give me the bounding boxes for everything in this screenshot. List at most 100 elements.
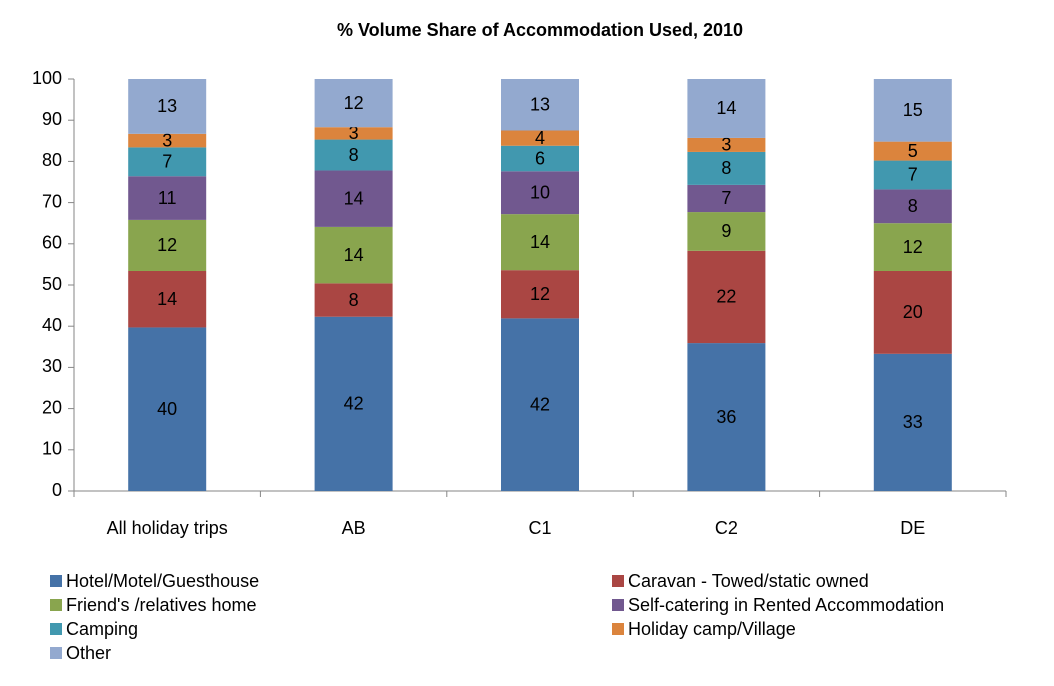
data-label: 12: [903, 237, 923, 257]
legend-label: Camping: [66, 619, 138, 639]
bar-segment: [687, 137, 766, 152]
x-tick-label: C2: [715, 518, 738, 538]
data-label: 36: [716, 407, 736, 427]
y-tick-label: 60: [42, 233, 62, 253]
data-label: 12: [530, 284, 550, 304]
data-label: 8: [908, 196, 918, 216]
bar-segment: [501, 145, 579, 172]
bar-segment: [314, 170, 393, 227]
bar-segment: [314, 139, 393, 171]
x-tick-label: All holiday trips: [107, 518, 228, 538]
data-label: 42: [530, 394, 550, 414]
bar-segment: [873, 270, 952, 354]
data-label: 6: [535, 148, 545, 168]
y-tick-label: 80: [42, 150, 62, 170]
data-label: 14: [716, 98, 736, 118]
chart-title: % Volume Share of Accommodation Used, 20…: [337, 20, 743, 40]
data-label: 13: [530, 95, 550, 115]
y-tick-label: 10: [42, 439, 62, 459]
y-tick-label: 30: [42, 356, 62, 376]
bar-segment: [501, 214, 579, 271]
legend-label: Friend's /relatives home: [66, 595, 257, 615]
x-tick-label: AB: [342, 518, 366, 538]
data-label: 5: [908, 141, 918, 161]
legend-swatch: [50, 575, 62, 587]
data-label: 12: [344, 93, 364, 113]
bar-segment: [314, 127, 393, 140]
data-label: 8: [721, 158, 731, 178]
bar-segment: [687, 79, 766, 138]
bar-segment: [128, 219, 207, 271]
data-label: 7: [908, 165, 918, 185]
legend-label: Holiday camp/Village: [628, 619, 796, 639]
y-tick-label: 100: [32, 68, 62, 88]
bar-segment: [128, 270, 207, 328]
data-label: 3: [721, 135, 731, 155]
data-label: 12: [157, 235, 177, 255]
y-tick-label: 40: [42, 315, 62, 335]
bar-segment: [873, 189, 952, 224]
bar-segment: [687, 343, 766, 491]
y-tick-label: 90: [42, 109, 62, 129]
y-tick-label: 70: [42, 191, 62, 211]
data-label: 8: [349, 145, 359, 165]
data-label: 22: [716, 287, 736, 307]
bar-segment: [873, 160, 952, 190]
data-label: 40: [157, 399, 177, 419]
data-label: 14: [157, 289, 177, 309]
data-label: 14: [530, 232, 550, 252]
data-label: 15: [903, 100, 923, 120]
bar-segment: [873, 223, 952, 271]
legend-label: Other: [66, 643, 111, 663]
bar-segment: [501, 79, 579, 131]
bar-segment: [501, 318, 579, 491]
data-label: 3: [162, 130, 172, 150]
bar-segment: [687, 151, 766, 185]
data-label: 42: [344, 394, 364, 414]
legend-swatch: [612, 575, 624, 587]
data-label: 33: [903, 412, 923, 432]
data-label: 13: [157, 96, 177, 116]
data-label: 9: [721, 221, 731, 241]
bar-segment: [128, 327, 207, 491]
data-label: 20: [903, 302, 923, 322]
data-label: 3: [349, 123, 359, 143]
data-label: 11: [158, 188, 177, 208]
legend-swatch: [612, 599, 624, 611]
bar-segment: [873, 141, 952, 161]
x-tick-label: C1: [528, 518, 551, 538]
y-tick-label: 50: [42, 274, 62, 294]
data-label: 14: [344, 188, 364, 208]
data-label: 14: [344, 245, 364, 265]
y-tick-label: 0: [52, 480, 62, 500]
data-label: 7: [162, 152, 172, 172]
legend-label: Caravan - Towed/static owned: [628, 571, 869, 591]
legend-swatch: [612, 623, 624, 635]
bar-segment: [873, 353, 952, 491]
data-label: 4: [535, 128, 545, 148]
bar-segment: [314, 79, 393, 128]
bar-segment: [314, 226, 393, 284]
bar-segment: [128, 79, 207, 134]
y-tick-label: 20: [42, 397, 62, 417]
bar-segment: [501, 270, 579, 319]
bar-segment: [873, 79, 952, 142]
bar-segment: [687, 250, 766, 344]
bar-segment: [314, 283, 393, 317]
bar-segment: [501, 171, 579, 215]
bar-segment: [501, 130, 579, 146]
legend-swatch: [50, 599, 62, 611]
bar-segment: [128, 147, 207, 177]
legend-swatch: [50, 647, 62, 659]
bar-segment: [687, 184, 766, 213]
data-label: 10: [530, 182, 550, 202]
x-tick-label: DE: [900, 518, 925, 538]
bar-segment: [687, 212, 766, 251]
data-label: 7: [721, 188, 731, 208]
legend-swatch: [50, 623, 62, 635]
legend-label: Self-catering in Rented Accommodation: [628, 595, 944, 615]
bar-segment: [128, 176, 207, 220]
legend-label: Hotel/Motel/Guesthouse: [66, 571, 259, 591]
bar-segment: [128, 133, 207, 148]
